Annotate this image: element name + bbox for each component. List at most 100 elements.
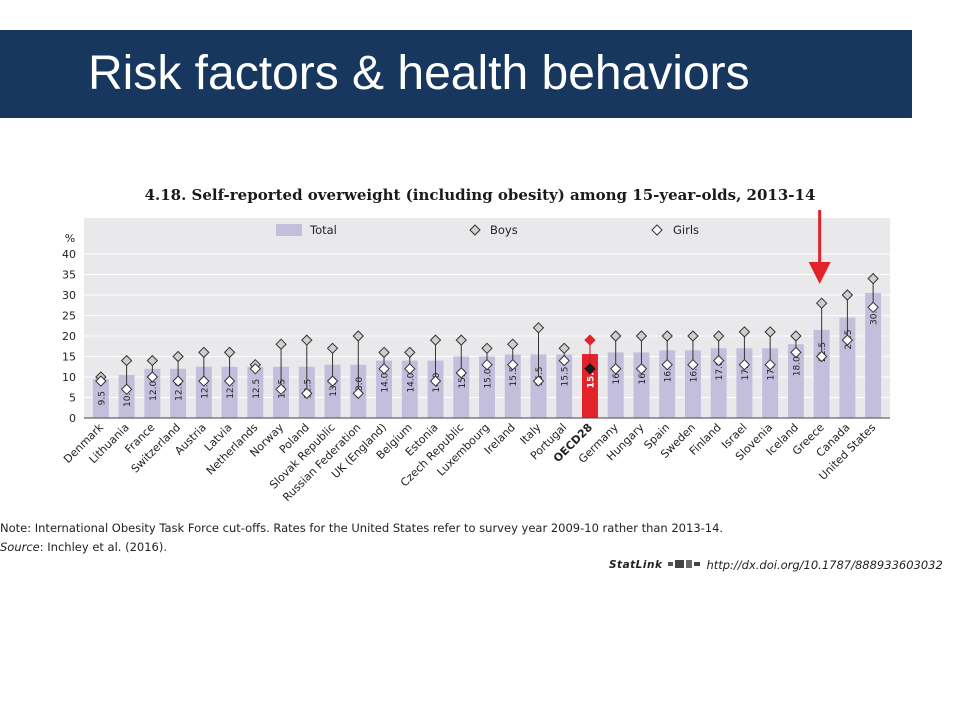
boys-marker: [172, 350, 184, 363]
bar-value-label: 15.5: [509, 366, 519, 386]
boys-marker: [841, 289, 854, 301]
bar-value-label: 18.0: [792, 356, 802, 376]
y-tick-label: 0: [69, 412, 76, 425]
bar-value-label: 14.0: [381, 372, 391, 392]
bar-total: [659, 350, 676, 418]
girls-marker: [815, 350, 828, 363]
y-tick-label: 10: [62, 371, 76, 384]
boys-marker: [120, 354, 133, 367]
markers: [95, 272, 879, 400]
legend-boys-icon: [469, 224, 481, 236]
boys-marker: [738, 326, 751, 338]
bar-value-label: 15.6: [586, 366, 596, 388]
bar-total: [839, 317, 856, 418]
bar-value-label: 12.5: [252, 379, 262, 399]
bar-value-label: 17.0: [715, 360, 725, 380]
boys-marker: [815, 297, 828, 309]
girls-marker: [661, 358, 673, 371]
boys-marker: [301, 334, 313, 346]
boys-marker: [146, 354, 159, 367]
chart-title: 4.18. Self-reported overweight (includin…: [144, 186, 816, 204]
annotation-arrow-head: [808, 262, 831, 284]
bar-value-labels: 9.510.512.012.012.512.512.512.512.513.01…: [97, 305, 879, 407]
boys-marker: [507, 338, 519, 350]
girls-marker: [326, 375, 339, 387]
girls-marker: [95, 375, 107, 387]
boys-marker: [429, 334, 442, 346]
girls-marker: [481, 358, 493, 371]
boys-marker: [558, 342, 570, 355]
bar-total: [427, 360, 444, 418]
bar-total: [504, 354, 521, 418]
girls-marker: [404, 363, 416, 375]
bar-total: [92, 379, 109, 418]
bar-value-label: 13.0: [329, 376, 339, 396]
girls-marker: [378, 363, 390, 375]
bar-value-label: 15.0: [458, 368, 468, 388]
statlink-brand: StatLink: [609, 559, 663, 571]
boys-marker: [867, 272, 879, 285]
bar-total: [247, 366, 264, 418]
bar-value-label: 10.5: [123, 387, 133, 407]
boys-marker: [455, 334, 467, 346]
girls-marker: [558, 354, 570, 367]
bar-value-label: 12.5: [200, 379, 210, 399]
girls-marker: [120, 383, 133, 396]
boys-marker: [532, 322, 545, 334]
bar-value-label: 14.0: [406, 372, 416, 392]
girls-marker: [352, 387, 364, 400]
bar-total: [787, 344, 804, 418]
y-tick-label: 5: [69, 392, 76, 405]
bar-value-label: 15.5: [561, 366, 571, 386]
girls-marker: [146, 371, 159, 383]
bar-value-label: 17.0: [741, 360, 751, 380]
chart-source: Source: Inchley et al. (2016).: [0, 540, 167, 554]
legend-girls-label: Girls: [673, 223, 699, 237]
bar-value-label: 12.0: [175, 381, 185, 401]
legend-total-swatch: [276, 224, 302, 236]
bar-value-label: 12.5: [303, 379, 313, 399]
bar-value-label: 12.5: [226, 379, 236, 399]
bar-total: [118, 374, 135, 418]
bar-total: [710, 348, 727, 418]
slide-title: Risk factors & health behaviors: [88, 47, 750, 100]
girls-marker: [687, 358, 699, 371]
bar-value-label: 15.5: [535, 366, 545, 386]
bar-total: [401, 360, 418, 418]
girls-marker: [249, 363, 262, 375]
girls-marker: [738, 358, 751, 371]
girls-marker: [455, 367, 467, 379]
girls-marker: [429, 375, 442, 387]
bar-total: [556, 354, 573, 418]
annotation: [808, 210, 831, 284]
y-tick-label: 30: [62, 289, 76, 302]
chart-note: Note: International Obesity Task Force c…: [0, 521, 724, 535]
statlink: StatLink http://dx.doi.org/10.1787/88893…: [609, 558, 943, 572]
girls-marker: [507, 358, 519, 371]
y-tick-label: 40: [62, 248, 76, 261]
statlink-logo-icon: [668, 558, 701, 572]
girls-marker: [635, 363, 648, 375]
boys-marker: [584, 334, 596, 346]
bar-total: [376, 360, 393, 418]
bar-value-label: 30.5: [870, 305, 880, 325]
bar-value-label: 16.0: [612, 364, 622, 384]
bar-value-label: 16.5: [689, 362, 699, 382]
bar-value-label: 12.0: [149, 381, 159, 401]
bar-value-label: 21.5: [818, 342, 828, 362]
legend-girls-icon: [651, 224, 663, 236]
bar-value-label: 9.5: [97, 391, 107, 405]
boys-marker: [610, 330, 622, 342]
girls-marker: [275, 383, 287, 396]
bar-value-label: 16.0: [638, 364, 648, 384]
girls-marker: [301, 387, 313, 400]
statlink-url[interactable]: http://dx.doi.org/10.1787/888933603032: [706, 558, 943, 572]
boys-marker: [481, 342, 493, 355]
y-tick-label: 35: [62, 269, 76, 282]
bar-total: [144, 368, 161, 418]
boys-marker: [352, 330, 364, 342]
girls-marker: [790, 346, 802, 359]
boys-marker: [764, 326, 776, 338]
bar-total: [324, 364, 341, 418]
y-axis-label: %: [65, 232, 75, 245]
